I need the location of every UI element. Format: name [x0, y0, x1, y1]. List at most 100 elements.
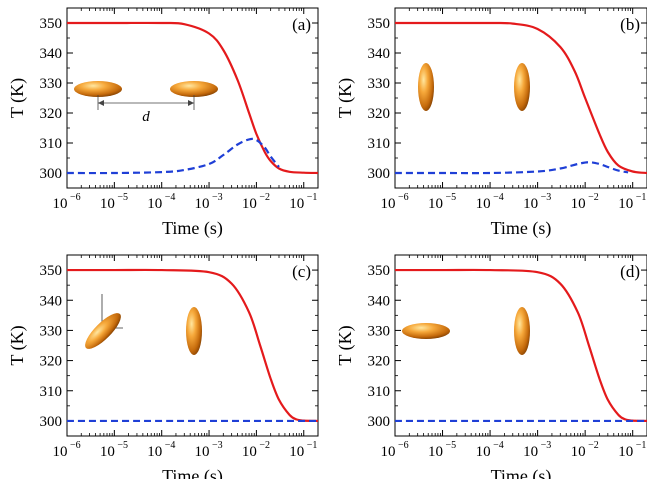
y-tick-label: 300 [368, 414, 391, 430]
panel-label: (b) [620, 15, 640, 34]
x-tick-label: 10 [147, 444, 162, 460]
x-tick-exponent: −3 [541, 440, 552, 451]
x-tick-exponent: −1 [307, 440, 318, 451]
nanorod-vertical-icon [418, 63, 434, 111]
x-tick-exponent: −5 [117, 440, 128, 451]
y-tick-label: 340 [368, 46, 391, 62]
x-tick-exponent: −3 [212, 440, 223, 451]
x-axis-label: Time (s) [162, 218, 223, 239]
y-tick-label: 340 [368, 293, 391, 309]
x-tick-exponent: −6 [398, 440, 409, 451]
dashed-series-line [67, 137, 280, 175]
panel-label: (c) [292, 262, 311, 281]
y-tick-label: 350 [368, 263, 391, 279]
y-tick-label: 320 [368, 106, 391, 122]
y-tick-label: 320 [40, 354, 63, 370]
solid-series-line [67, 268, 318, 423]
x-tick-exponent: −5 [446, 192, 457, 203]
y-axis-label: T (K) [335, 325, 356, 365]
nanorod-vertical-icon [514, 307, 530, 355]
x-tick-label: 10 [476, 196, 491, 212]
y-tick-label: 320 [368, 354, 391, 370]
plot-frame [66, 7, 319, 189]
x-tick-exponent: −4 [493, 440, 504, 451]
x-tick-exponent: −4 [165, 192, 176, 203]
panel-b: 10 −6 10 −5 10 −4 10 −3 10 −2 10 −13003103203303403… [335, 7, 647, 239]
y-tick-label: 330 [40, 323, 63, 339]
x-tick-label: 10 [242, 444, 257, 460]
x-axis-label: Time (s) [162, 466, 223, 479]
distance-label: d [142, 109, 150, 125]
x-tick-exponent: −4 [165, 440, 176, 451]
panel-a: 10 −6 10 −5 10 −4 10 −3 10 −2 10 −13003103203303403… [7, 7, 319, 239]
x-tick-label: 10 [571, 444, 586, 460]
y-tick-label: 310 [40, 384, 63, 400]
x-axis-label: Time (s) [491, 466, 552, 479]
x-tick-exponent: −2 [259, 440, 270, 451]
x-tick-label: 10 [100, 196, 115, 212]
x-tick-label: 10 [195, 196, 210, 212]
y-tick-label: 340 [40, 46, 63, 62]
y-axis-label: T (K) [335, 78, 356, 118]
x-tick-label: 10 [618, 444, 633, 460]
y-tick-label: 320 [40, 106, 63, 122]
x-tick-label: 10 [618, 196, 633, 212]
nanorod-tilted-icon [85, 313, 121, 349]
solid-series-line [395, 21, 647, 175]
x-tick-exponent: −1 [636, 192, 647, 203]
x-tick-exponent: −6 [70, 192, 81, 203]
distance-arrow-right [188, 100, 194, 106]
x-tick-exponent: −3 [541, 192, 552, 203]
x-tick-label: 10 [428, 196, 443, 212]
x-tick-exponent: −2 [259, 192, 270, 203]
x-tick-label: 10 [53, 196, 68, 212]
x-tick-exponent: −4 [493, 192, 504, 203]
panel-label: (a) [292, 15, 311, 34]
x-tick-label: 10 [147, 196, 162, 212]
distance-arrow-left [98, 100, 104, 106]
x-tick-label: 10 [381, 444, 396, 460]
x-tick-label: 10 [523, 196, 538, 212]
y-tick-label: 330 [40, 76, 63, 92]
panel-d: 10 −6 10 −5 10 −4 10 −3 10 −2 10 −13003103203303403… [335, 254, 647, 479]
y-tick-label: 300 [368, 166, 391, 182]
x-tick-label: 10 [289, 444, 304, 460]
x-tick-label: 10 [428, 444, 443, 460]
x-tick-label: 10 [523, 444, 538, 460]
y-tick-label: 300 [40, 166, 63, 182]
nanorod-vertical-icon [186, 307, 202, 355]
nanorod-horizontal-icon [402, 323, 450, 339]
x-tick-exponent: −5 [117, 192, 128, 203]
y-tick-label: 310 [368, 136, 391, 152]
y-axis-label: T (K) [7, 325, 28, 365]
x-tick-label: 10 [195, 444, 210, 460]
y-tick-label: 350 [40, 263, 63, 279]
x-tick-exponent: −1 [307, 192, 318, 203]
nanorod-horizontal-icon [170, 81, 218, 97]
y-tick-label: 330 [368, 323, 391, 339]
solid-series-line [67, 21, 318, 175]
x-tick-exponent: −1 [636, 440, 647, 451]
x-tick-label: 10 [289, 196, 304, 212]
x-tick-exponent: −2 [588, 440, 599, 451]
x-tick-exponent: −6 [398, 192, 409, 203]
y-axis-label: T (K) [7, 78, 28, 118]
dashed-series-line [395, 161, 629, 175]
x-tick-label: 10 [381, 196, 396, 212]
panel-c: 10 −6 10 −5 10 −4 10 −3 10 −2 10 −13003103203303403… [7, 254, 319, 479]
y-tick-label: 300 [40, 414, 63, 430]
solid-series-line [395, 268, 647, 423]
y-tick-label: 350 [368, 16, 391, 32]
x-tick-label: 10 [571, 196, 586, 212]
x-axis-label: Time (s) [491, 218, 552, 239]
y-tick-label: 330 [368, 76, 391, 92]
x-tick-exponent: −6 [70, 440, 81, 451]
x-tick-exponent: −2 [588, 192, 599, 203]
x-tick-label: 10 [53, 444, 68, 460]
panel-label: (d) [620, 262, 640, 281]
x-tick-exponent: −3 [212, 192, 223, 203]
y-tick-label: 310 [40, 136, 63, 152]
x-tick-exponent: −5 [446, 440, 457, 451]
y-tick-label: 310 [368, 384, 391, 400]
